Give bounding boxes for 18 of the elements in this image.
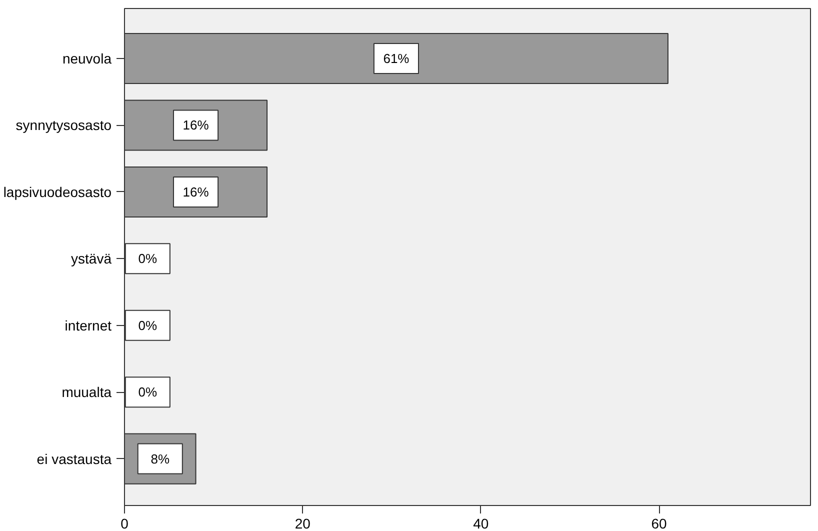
data-label: 8% xyxy=(150,451,170,466)
data-label: 0% xyxy=(138,318,158,333)
data-label: 61% xyxy=(383,51,410,66)
data-label: 0% xyxy=(138,251,158,266)
y-tick-label: internet xyxy=(64,317,112,334)
y-tick-label: lapsivuodeosasto xyxy=(3,184,112,200)
data-label: 16% xyxy=(182,184,210,200)
x-tick-label: 0 xyxy=(120,516,129,531)
y-tick-label: ystävä xyxy=(71,250,112,267)
y-tick-label: neuvola xyxy=(62,50,112,67)
x-tick-label: 60 xyxy=(651,516,668,531)
data-label: 16% xyxy=(182,118,210,133)
y-tick-label: synnytysosasto xyxy=(16,117,112,134)
y-tick-label: ei vastausta xyxy=(36,450,112,467)
data-label: 0% xyxy=(138,384,158,400)
x-tick-label: 40 xyxy=(473,516,489,531)
y-tick-label: muualta xyxy=(62,384,112,400)
x-tick-label: 20 xyxy=(294,516,311,531)
